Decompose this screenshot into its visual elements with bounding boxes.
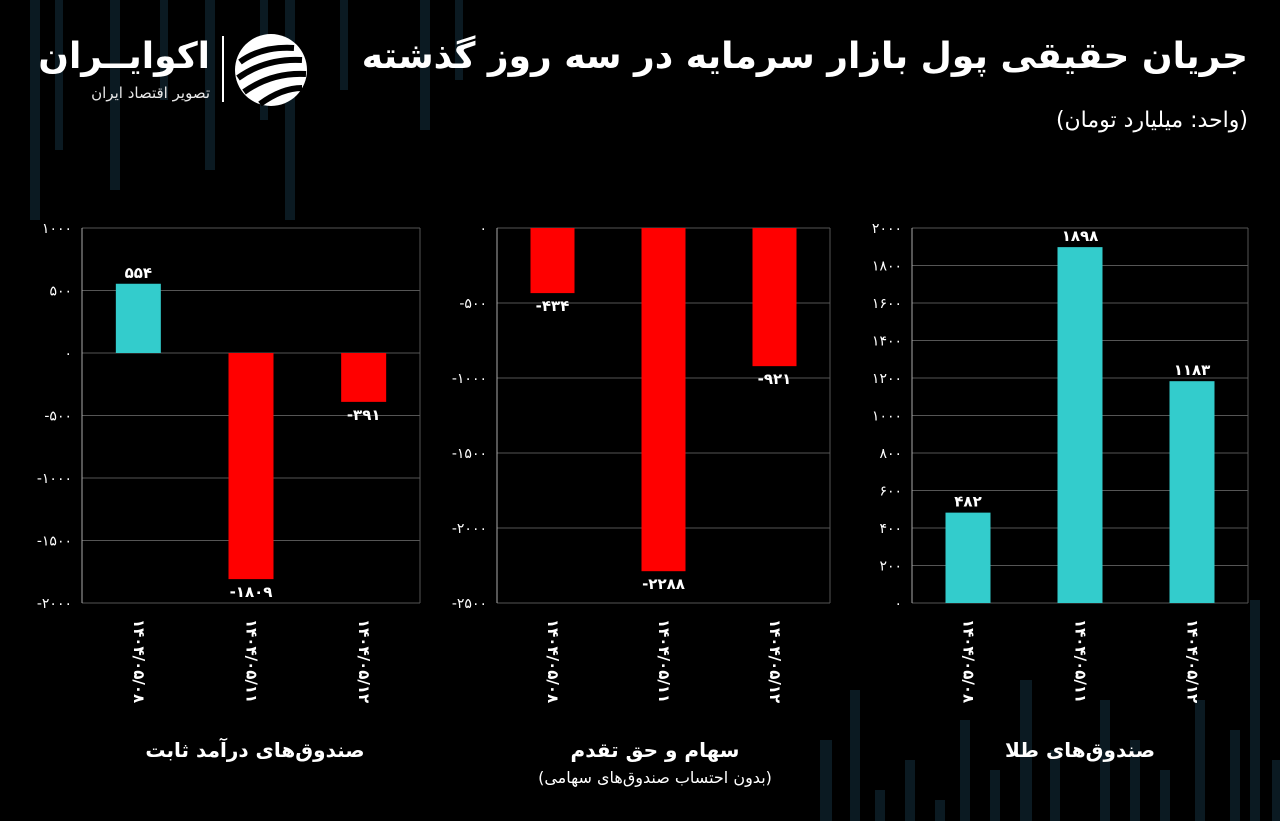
y-tick-label: ۲۰۰۰	[872, 221, 902, 237]
y-tick-label: ۶۰۰	[879, 484, 902, 500]
y-tick-label: -۱۰۰۰	[452, 371, 487, 387]
x-tick-label: ۱۴۰۴/۰۵/۰۸	[544, 619, 562, 703]
x-tick-label: ۱۴۰۴/۰۵/۱۱	[243, 619, 261, 703]
data-label: -۹۲۱	[758, 370, 792, 388]
background-candle	[875, 790, 885, 821]
bar	[115, 283, 161, 353]
background-candle	[820, 740, 832, 821]
y-tick-label: -۲۰۰۰	[452, 521, 487, 537]
background-candle	[420, 0, 430, 130]
background-candle	[30, 0, 40, 220]
data-label: -۳۹۱	[347, 406, 381, 424]
logo-tagline: تصویر اقتصاد ایران	[91, 84, 210, 102]
bar	[530, 228, 575, 294]
chart-caption-gold: صندوق‌های طلا	[1004, 738, 1156, 762]
background-candle	[1160, 770, 1170, 821]
background-candle	[1272, 760, 1280, 821]
x-tick-label: ۱۴۰۴/۰۵/۰۸	[960, 619, 978, 703]
chart-0: ۱۰۰۰ ۵۰۰ ۰ -۵۰۰ -۱۰۰۰ -۱۵۰۰ -۲۰۰۰ ۵۵۴ ۱۴۰۴/۰۵/۰۸…	[37, 221, 421, 703]
background-candle	[55, 0, 63, 150]
y-tick-label: ۱۰۰۰	[42, 221, 72, 237]
y-tick-label: -۱۵۰۰	[452, 446, 487, 462]
logo-divider	[222, 36, 224, 102]
data-label: ۵۵۴	[125, 264, 152, 282]
y-tick-label: ۴۰۰	[879, 521, 902, 537]
chart-caption-stocks: سهام و حق تقدم	[570, 738, 740, 762]
background-candle	[1130, 740, 1140, 821]
background-candle	[1020, 680, 1032, 821]
data-label: ۱۸۹۸	[1062, 227, 1099, 245]
y-tick-label: ۸۰۰	[879, 446, 902, 462]
y-tick-label: ۰	[64, 346, 72, 362]
chart-1: ۰ -۵۰۰ -۱۰۰۰ -۱۵۰۰ -۲۰۰۰ -۲۵۰۰ -۴۳۴ ۱۴۰۴/۰۵/۰۸ -…	[452, 221, 831, 703]
y-tick-label: ۱۸۰۰	[872, 259, 902, 275]
data-label: -۲۲۸۸	[642, 575, 685, 593]
x-tick-label: ۱۴۰۴/۰۵/۱۲	[355, 619, 373, 703]
background-candle	[1250, 600, 1260, 821]
x-tick-label: ۱۴۰۴/۰۵/۱۱	[1072, 619, 1090, 703]
x-tick-label: ۱۴۰۴/۰۵/۱۲	[766, 619, 784, 703]
background-candle	[935, 800, 945, 821]
y-tick-label: -۵۰۰	[459, 296, 487, 312]
background-candle	[110, 0, 120, 190]
background-candle	[850, 690, 860, 821]
x-tick-label: ۱۴۰۴/۰۵/۰۸	[130, 619, 148, 703]
y-tick-label: ۲۰۰	[879, 559, 902, 575]
y-tick-label: ۰	[894, 596, 902, 612]
data-label: -۱۸۰۹	[230, 583, 273, 601]
background-candle	[1195, 700, 1205, 821]
y-tick-label: -۱۵۰۰	[37, 534, 72, 550]
background-candle	[160, 0, 168, 100]
background-candle	[1230, 730, 1240, 821]
page-title: جریان حقیقی پول بازار سرمایه در سه روز گ…	[361, 36, 1248, 77]
chart-caption-stocks-note: (بدون احتساب صندوق‌های سهامی)	[538, 768, 772, 787]
bar	[752, 228, 797, 367]
background-candle	[455, 0, 463, 80]
background-candle	[960, 720, 970, 821]
background-candle	[990, 770, 1000, 821]
bar	[1169, 381, 1215, 603]
y-tick-label: ۵۰۰	[49, 284, 72, 300]
chart-2: ۲۰۰۰۱۸۰۰۱۶۰۰۱۴۰۰۱۲۰۰۱۰۰۰۸۰۰۶۰۰۴۰۰۲۰۰۰۴۸۲…	[872, 221, 1249, 703]
data-label: ۴۸۲	[954, 493, 981, 511]
bar	[641, 228, 686, 572]
background-candle	[1050, 750, 1060, 821]
logo-mark-icon	[235, 34, 307, 107]
bar	[1057, 247, 1103, 603]
bar	[341, 353, 387, 402]
y-tick-label: -۲۰۰۰	[37, 596, 72, 612]
background-candle	[1100, 700, 1110, 821]
background-candle	[285, 0, 295, 220]
data-label: -۴۳۴	[536, 297, 570, 315]
bar	[945, 512, 991, 603]
data-label: ۱۱۸۳	[1174, 361, 1211, 379]
y-tick-label: -۲۵۰۰	[452, 596, 487, 612]
logo-name: اکوایــران	[38, 36, 210, 77]
background-candle	[205, 0, 215, 170]
y-tick-label: ۱۰۰۰	[872, 409, 902, 425]
x-tick-label: ۱۴۰۴/۰۵/۱۱	[655, 619, 673, 703]
y-tick-label: ۱۴۰۰	[872, 334, 902, 350]
y-tick-label: ۱۶۰۰	[872, 296, 902, 312]
y-tick-label: ۰	[479, 221, 487, 237]
background-candle	[905, 760, 915, 821]
logo: اکوایــران تصویر اقتصاد ایران	[38, 30, 310, 110]
page-subtitle: (واحد: میلیارد تومان)	[1055, 108, 1248, 133]
background-candle	[340, 0, 348, 90]
bar	[228, 353, 274, 580]
y-tick-label: -۱۰۰۰	[37, 471, 72, 487]
x-tick-label: ۱۴۰۴/۰۵/۱۲	[1184, 619, 1202, 703]
y-tick-label: -۵۰۰	[44, 409, 72, 425]
y-tick-label: ۱۲۰۰	[872, 371, 902, 387]
chart-caption-fixed-income: صندوق‌های درآمد ثابت	[145, 738, 365, 762]
